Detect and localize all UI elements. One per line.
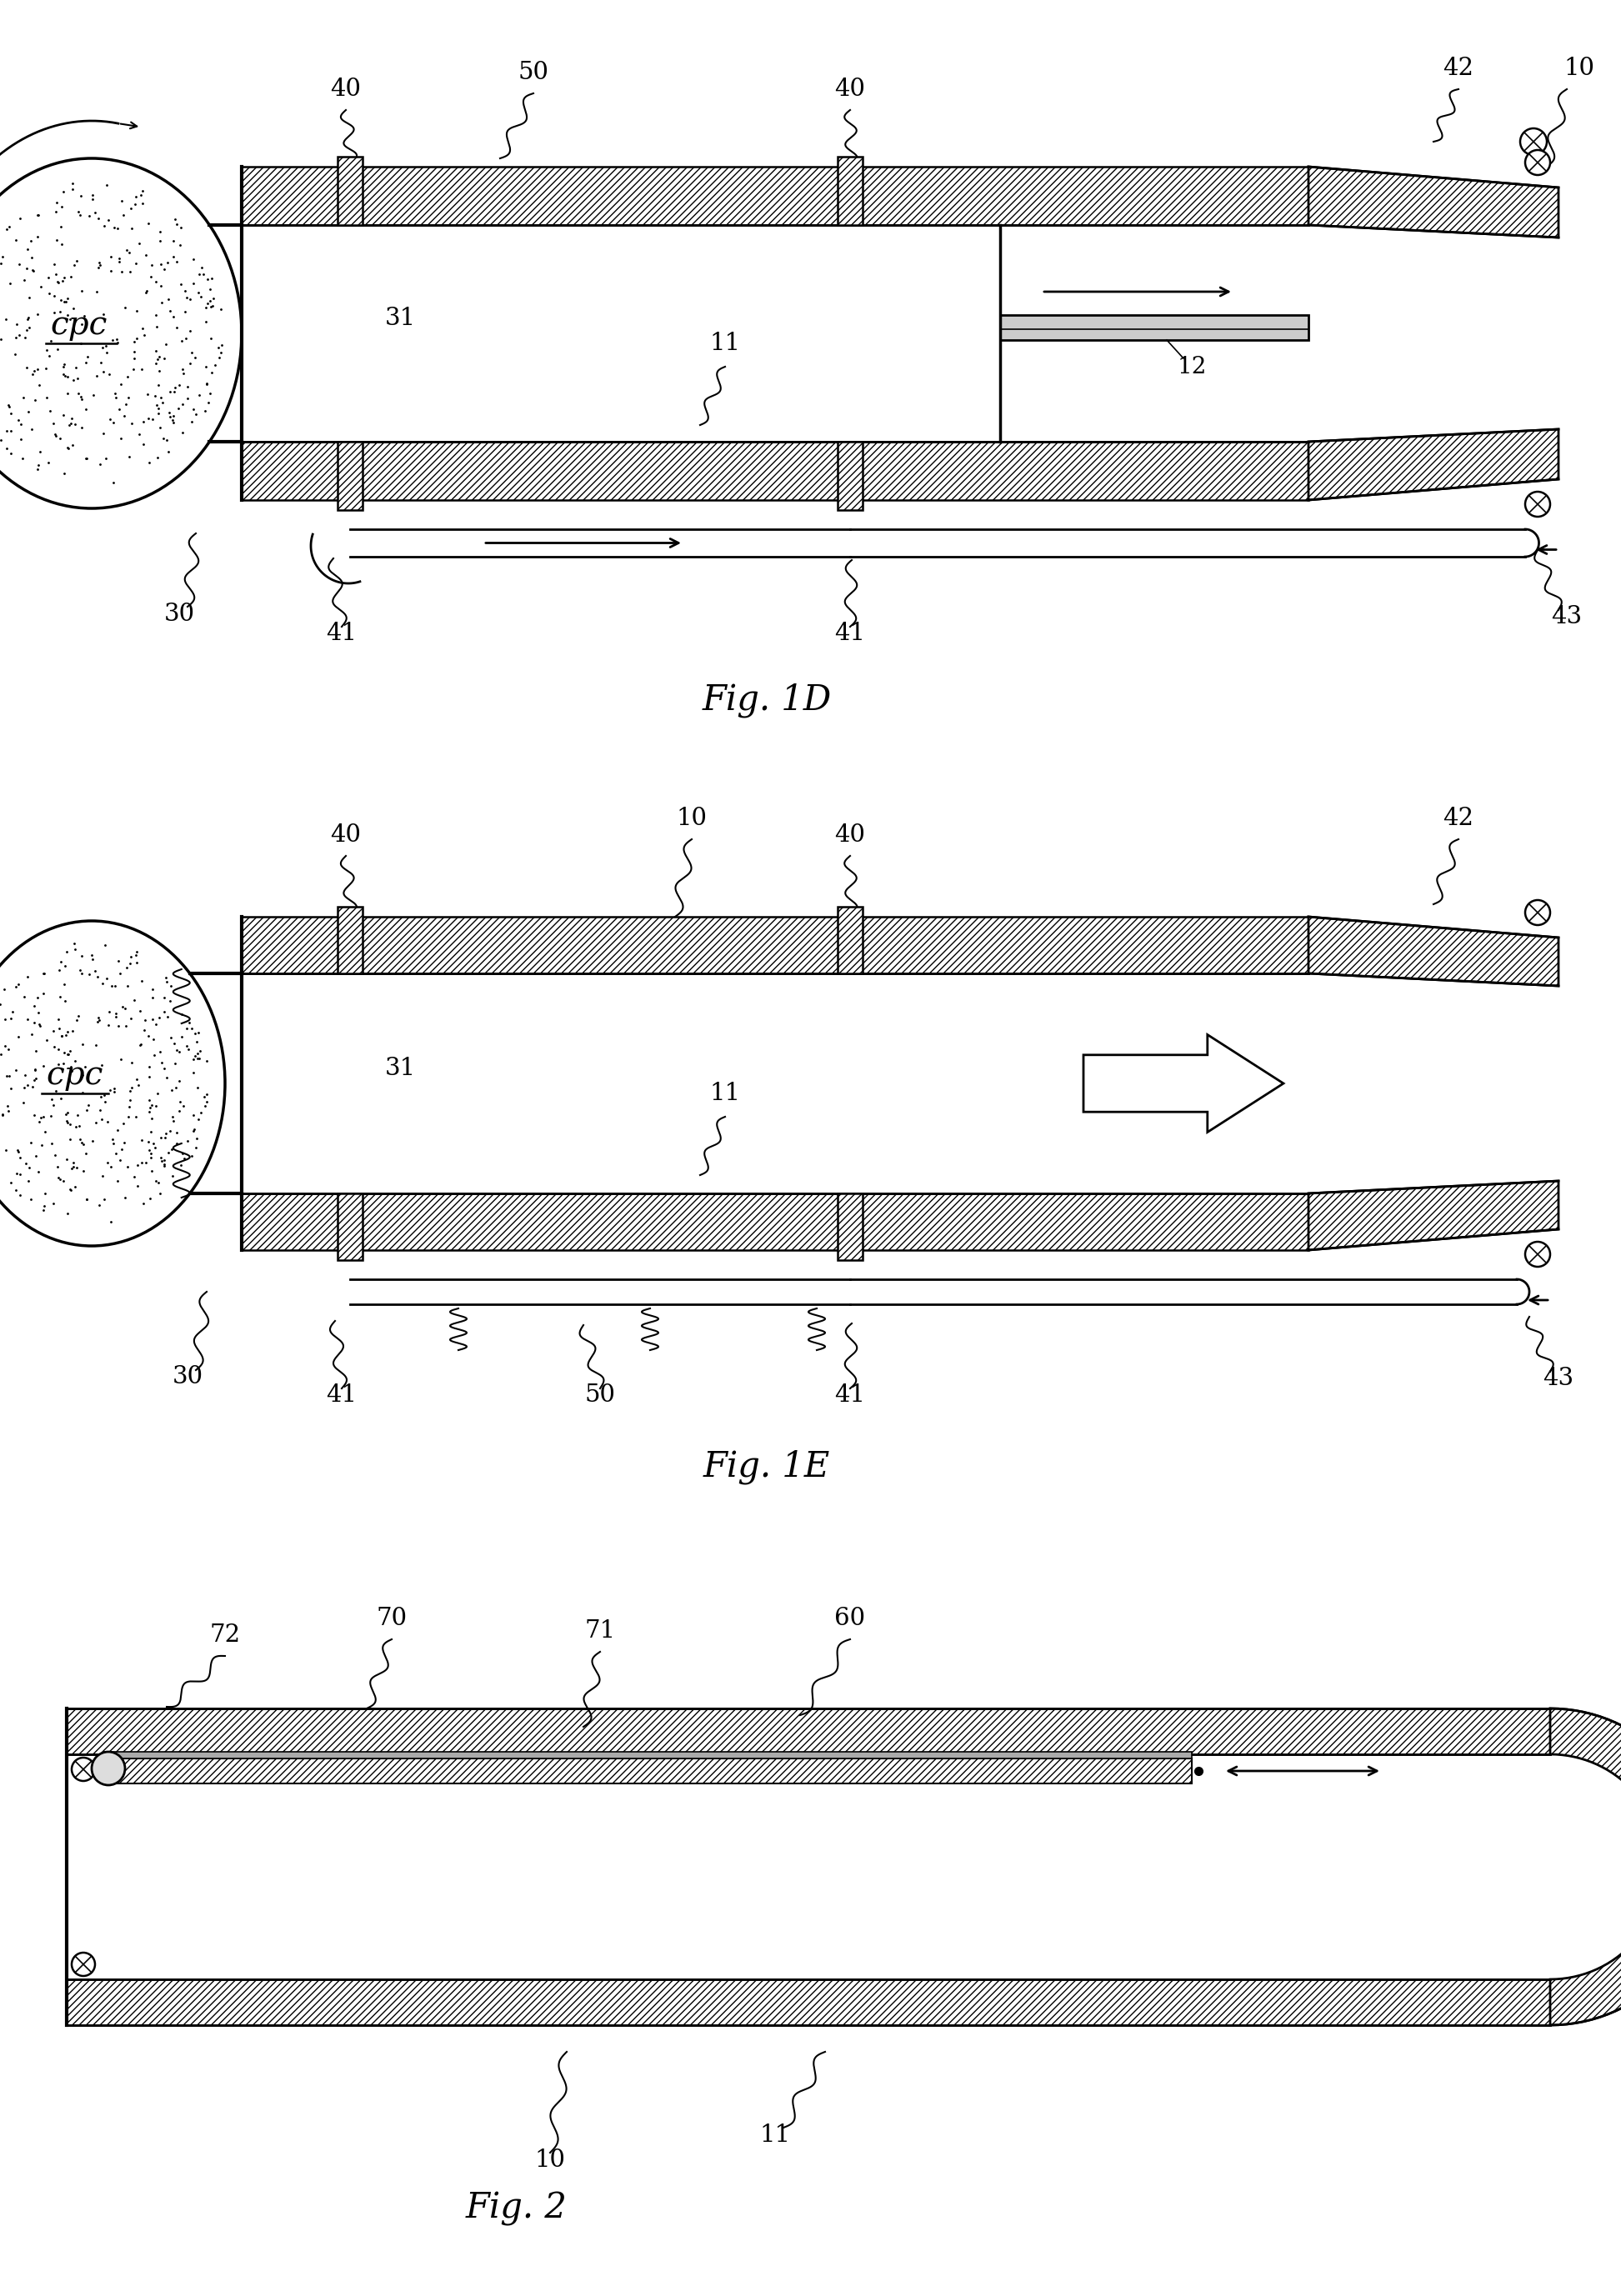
Text: 40: 40 [331,78,361,101]
Bar [104,1759,1191,1784]
Circle shape [1525,900,1550,925]
Circle shape [1525,1242,1550,1267]
Text: 43: 43 [1551,606,1582,629]
Polygon shape [1083,1035,1284,1132]
Bar [337,907,363,974]
Circle shape [71,1759,96,1782]
Polygon shape [1308,429,1558,501]
Circle shape [92,1752,125,1784]
Circle shape [1520,129,1546,156]
Text: 71: 71 [585,1619,616,1642]
Ellipse shape [0,158,242,507]
Polygon shape [1550,1708,1621,2025]
Bar [1000,315,1308,340]
Text: 10: 10 [676,806,707,831]
Text: 10: 10 [535,2149,566,2172]
Text: 30: 30 [172,1366,203,1389]
Ellipse shape [0,921,225,1247]
Text: 40: 40 [835,78,866,101]
Text: 11: 11 [760,2124,791,2147]
Bar [838,1194,862,1261]
Text: 11: 11 [710,331,741,356]
Circle shape [1525,149,1550,174]
Text: 30: 30 [164,602,195,627]
Bar [242,916,1308,974]
Bar [838,441,862,510]
Bar [66,1708,1550,1754]
Bar [242,1194,1308,1249]
Bar [242,441,1308,501]
Text: 10: 10 [1564,57,1595,80]
Text: 43: 43 [1543,1366,1574,1389]
Bar [242,168,1308,225]
Text: 42: 42 [1443,806,1473,831]
Text: 40: 40 [331,824,361,847]
Bar [66,1754,1550,1979]
Circle shape [1525,491,1550,517]
Bar [337,156,363,225]
Bar [66,1979,1550,2025]
Text: 70: 70 [376,1607,407,1630]
Text: 50: 50 [519,60,550,85]
Text: cpc: cpc [47,1061,104,1091]
Polygon shape [1308,168,1558,236]
Bar [104,1752,1191,1759]
Text: cpc: cpc [50,310,107,340]
Text: 40: 40 [835,824,866,847]
Polygon shape [1308,916,1558,985]
Text: Fig. 1D: Fig. 1D [702,682,832,719]
Text: 12: 12 [1177,356,1206,379]
Bar [838,156,862,225]
Text: 72: 72 [209,1623,240,1646]
Text: 50: 50 [585,1384,616,1407]
Text: Fig. 2: Fig. 2 [465,2190,567,2227]
Text: 41: 41 [326,622,357,645]
Text: 42: 42 [1443,57,1473,80]
Bar [838,907,862,974]
Bar [337,441,363,510]
Bar [242,225,1308,441]
Text: 60: 60 [835,1607,866,1630]
Circle shape [71,1952,96,1977]
Text: 41: 41 [326,1384,357,1407]
Text: 41: 41 [835,622,866,645]
Bar [337,1194,363,1261]
Text: 11: 11 [710,1081,741,1104]
Text: Fig. 1E: Fig. 1E [704,1449,830,1483]
Text: 31: 31 [384,1056,415,1079]
Bar [242,974,1308,1194]
Polygon shape [1308,1180,1558,1249]
Text: 41: 41 [835,1384,866,1407]
Text: 31: 31 [384,308,415,331]
